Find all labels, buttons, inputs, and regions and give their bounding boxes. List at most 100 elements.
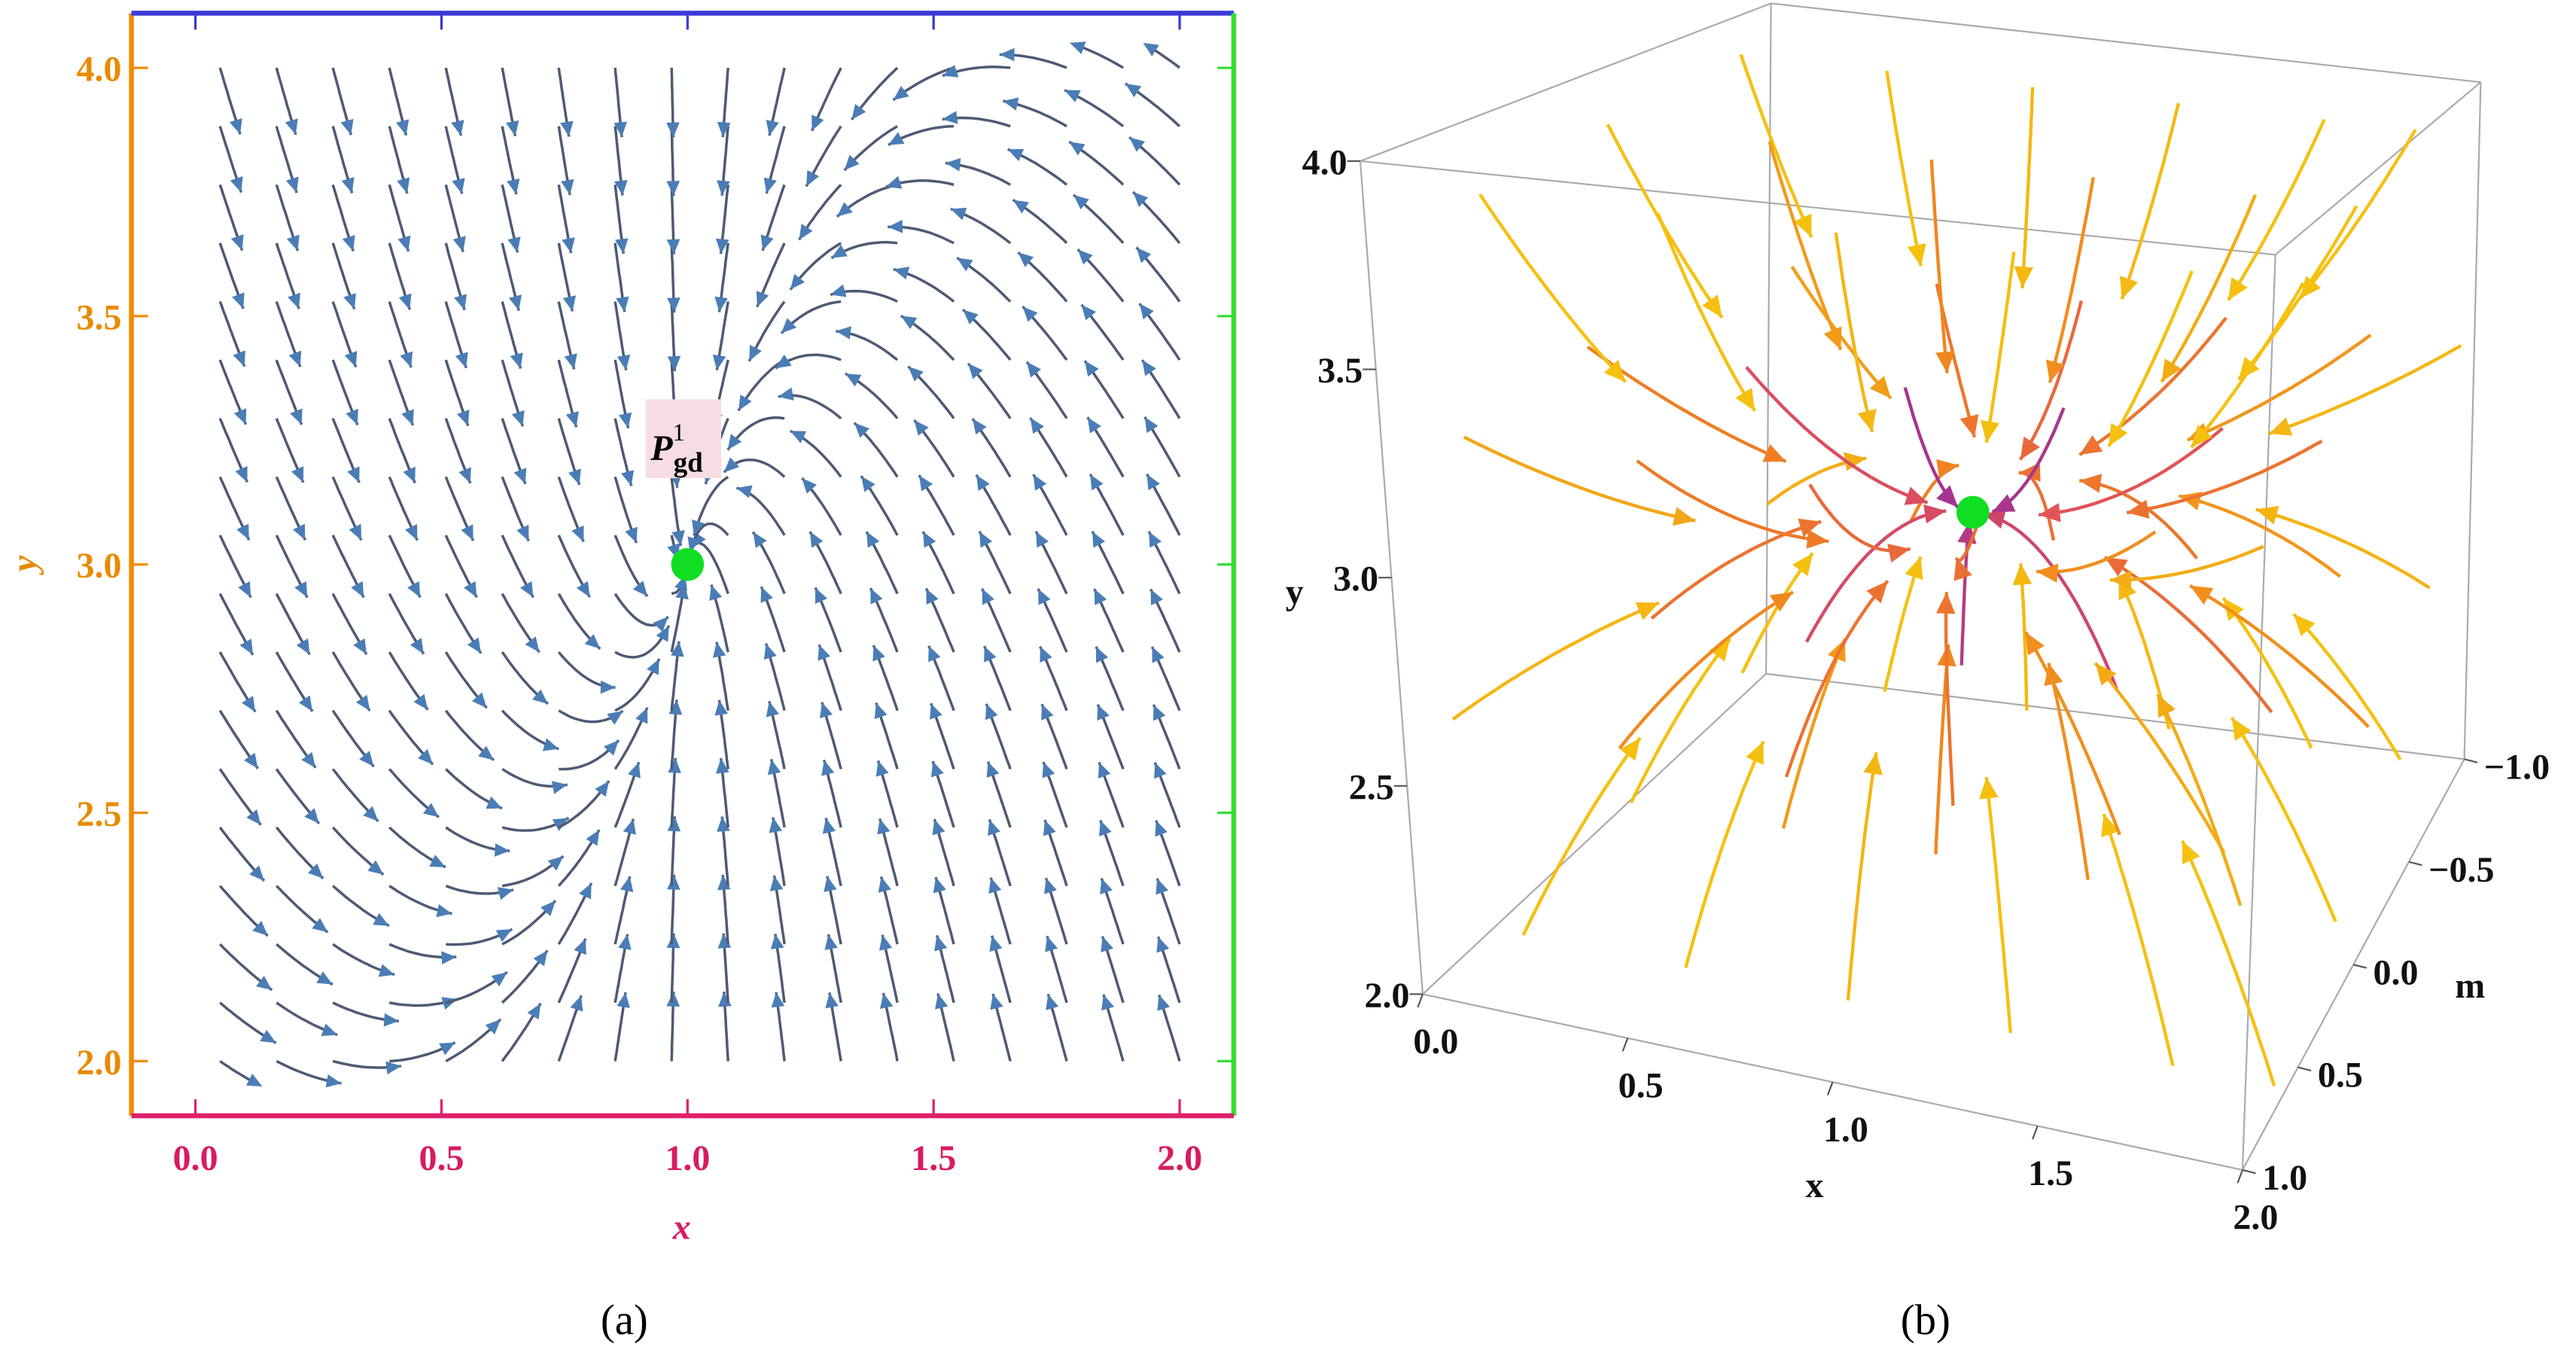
arrowhead (1099, 820, 1112, 836)
arrowhead (1905, 556, 1923, 580)
arrowhead (547, 856, 564, 871)
arrowhead (1762, 444, 1786, 462)
arrowhead (1857, 409, 1877, 432)
arrowhead (614, 121, 627, 138)
arrowhead (1869, 376, 1891, 399)
arrowhead (400, 351, 413, 368)
arrowhead (2182, 840, 2200, 864)
arrowhead (718, 992, 732, 1007)
arrowhead (775, 354, 792, 369)
arrowhead (542, 738, 559, 751)
arrowhead (666, 992, 680, 1007)
arrowhead (818, 644, 831, 661)
arrowhead (2025, 632, 2045, 656)
arrowhead (562, 295, 577, 312)
arrowhead (355, 694, 370, 711)
arrowhead (2293, 614, 2316, 637)
arrowhead (242, 696, 256, 712)
streamline (1846, 752, 1878, 1001)
arrowhead (407, 580, 421, 598)
arrowhead (771, 992, 785, 1008)
fixed-point (1956, 495, 1990, 529)
arrowhead (511, 410, 525, 427)
arrowhead (932, 818, 945, 836)
arrowhead (625, 526, 638, 544)
streamline (1959, 521, 1972, 666)
arrowhead (316, 971, 333, 985)
arrowhead (1101, 936, 1114, 953)
streamline (1883, 556, 1923, 693)
arrowhead (831, 245, 848, 258)
arrowhead (1798, 518, 1822, 538)
arrowhead (1044, 878, 1057, 894)
streamline (1618, 590, 1795, 750)
arrowhead (656, 626, 669, 642)
arrowhead (233, 350, 245, 367)
arrowhead (1794, 213, 1812, 237)
arrowhead (653, 617, 668, 632)
arrowhead (986, 761, 1000, 779)
arrowhead (620, 876, 634, 892)
arrowhead (401, 409, 414, 425)
arrowhead (632, 580, 648, 597)
arrowhead (367, 860, 384, 875)
streamline (1606, 123, 1724, 319)
streamline (2178, 494, 2341, 578)
z-tick-label: −1.0 (2484, 748, 2550, 788)
x-tick-label: 1.0 (665, 1138, 710, 1178)
arrowhead (507, 178, 520, 195)
arrowhead (1070, 41, 1086, 54)
arrowhead (1100, 878, 1113, 894)
box-edge (1360, 2, 1772, 162)
arrowhead (507, 236, 521, 253)
arrowhead (671, 529, 685, 546)
arrowhead (308, 863, 324, 879)
arrowhead (753, 532, 767, 548)
arrowhead (455, 352, 468, 368)
arrowhead (866, 532, 880, 548)
point-label: P1 gd (650, 419, 703, 478)
streamline (2187, 334, 2372, 442)
arrowhead (1936, 459, 1959, 479)
arrowhead (854, 422, 869, 438)
streamline (2156, 693, 2243, 907)
arrowhead (836, 202, 853, 217)
arrowhead (1979, 777, 1999, 800)
arrowhead (1098, 762, 1111, 779)
streamline (2189, 584, 2370, 729)
streamline (1451, 601, 1660, 721)
arrowhead (235, 465, 248, 483)
streamline (1984, 776, 2012, 1034)
arrowhead (766, 120, 779, 136)
arrowhead (617, 992, 630, 1008)
arrowhead (900, 315, 918, 330)
arrowhead (2014, 266, 2034, 288)
arrowhead (614, 180, 628, 196)
arrowhead (878, 876, 891, 893)
arrowhead (1142, 360, 1156, 376)
arrowhead (1144, 416, 1159, 434)
streamline (735, 486, 786, 536)
arrowhead (806, 169, 820, 187)
arrowhead (714, 296, 728, 312)
arrowhead (413, 693, 428, 710)
box-edge (1771, 2, 2481, 84)
arrowhead (667, 355, 681, 371)
arrowhead (809, 532, 824, 548)
streamline (1982, 512, 2118, 690)
arrowhead (1907, 243, 1926, 267)
streamline (2093, 662, 2226, 854)
arrowhead (635, 707, 648, 724)
arrowhead (1156, 878, 1169, 895)
arrowhead (717, 875, 731, 891)
arrowhead (397, 235, 411, 252)
arrowhead (461, 524, 473, 541)
arrowhead (1143, 42, 1159, 56)
arrowhead (532, 689, 548, 704)
streamline (557, 651, 616, 689)
arrowhead (945, 157, 961, 172)
arrowhead (723, 457, 740, 473)
x-axis-label: x (1805, 1166, 1823, 1205)
arrowhead (717, 121, 731, 138)
arrowhead (999, 47, 1015, 62)
